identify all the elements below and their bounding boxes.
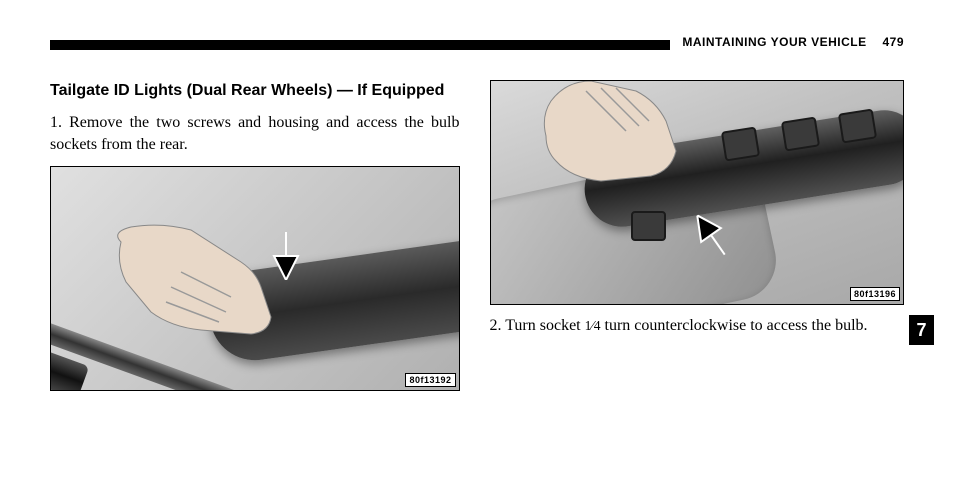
figure-2-id: 80f13196 [850,287,900,301]
step-1-text: 1. Remove the two screws and housing and… [50,112,460,157]
step-2-text: 2. Turn socket 1⁄4 turn counterclockwise… [490,315,905,337]
header-rule [50,40,670,50]
figure-1: 80f13192 [50,166,460,391]
figure-2-clip-1 [781,116,820,151]
figure-2: 80f13196 [490,80,905,305]
section-label: MAINTAINING YOUR VEHICLE [682,35,866,49]
figure-1-id: 80f13192 [405,373,455,387]
section-title: Tailgate ID Lights (Dual Rear Wheels) — … [50,80,460,102]
step-2-after: turn counterclockwise to access the bulb… [601,317,868,334]
step-2-before: 2. Turn socket [490,317,585,334]
figure-2-clip-3 [838,108,877,143]
figure-2-clip-2 [721,126,760,161]
figure-1-hand [101,222,286,357]
figure-2-hand [541,80,691,191]
page-content: Tailgate ID Lights (Dual Rear Wheels) — … [50,80,904,391]
page-number: 479 [882,35,904,49]
chapter-tab: 7 [909,315,934,345]
figure-1-arrow-icon [266,232,306,280]
step-2-fraction: 1⁄4 [585,318,601,333]
left-column: Tailgate ID Lights (Dual Rear Wheels) — … [50,80,460,391]
right-column: 80f13196 2. Turn socket 1⁄4 turn counter… [490,80,905,391]
running-header: MAINTAINING YOUR VEHICLE 479 [682,35,904,49]
figure-2-socket [631,211,666,241]
